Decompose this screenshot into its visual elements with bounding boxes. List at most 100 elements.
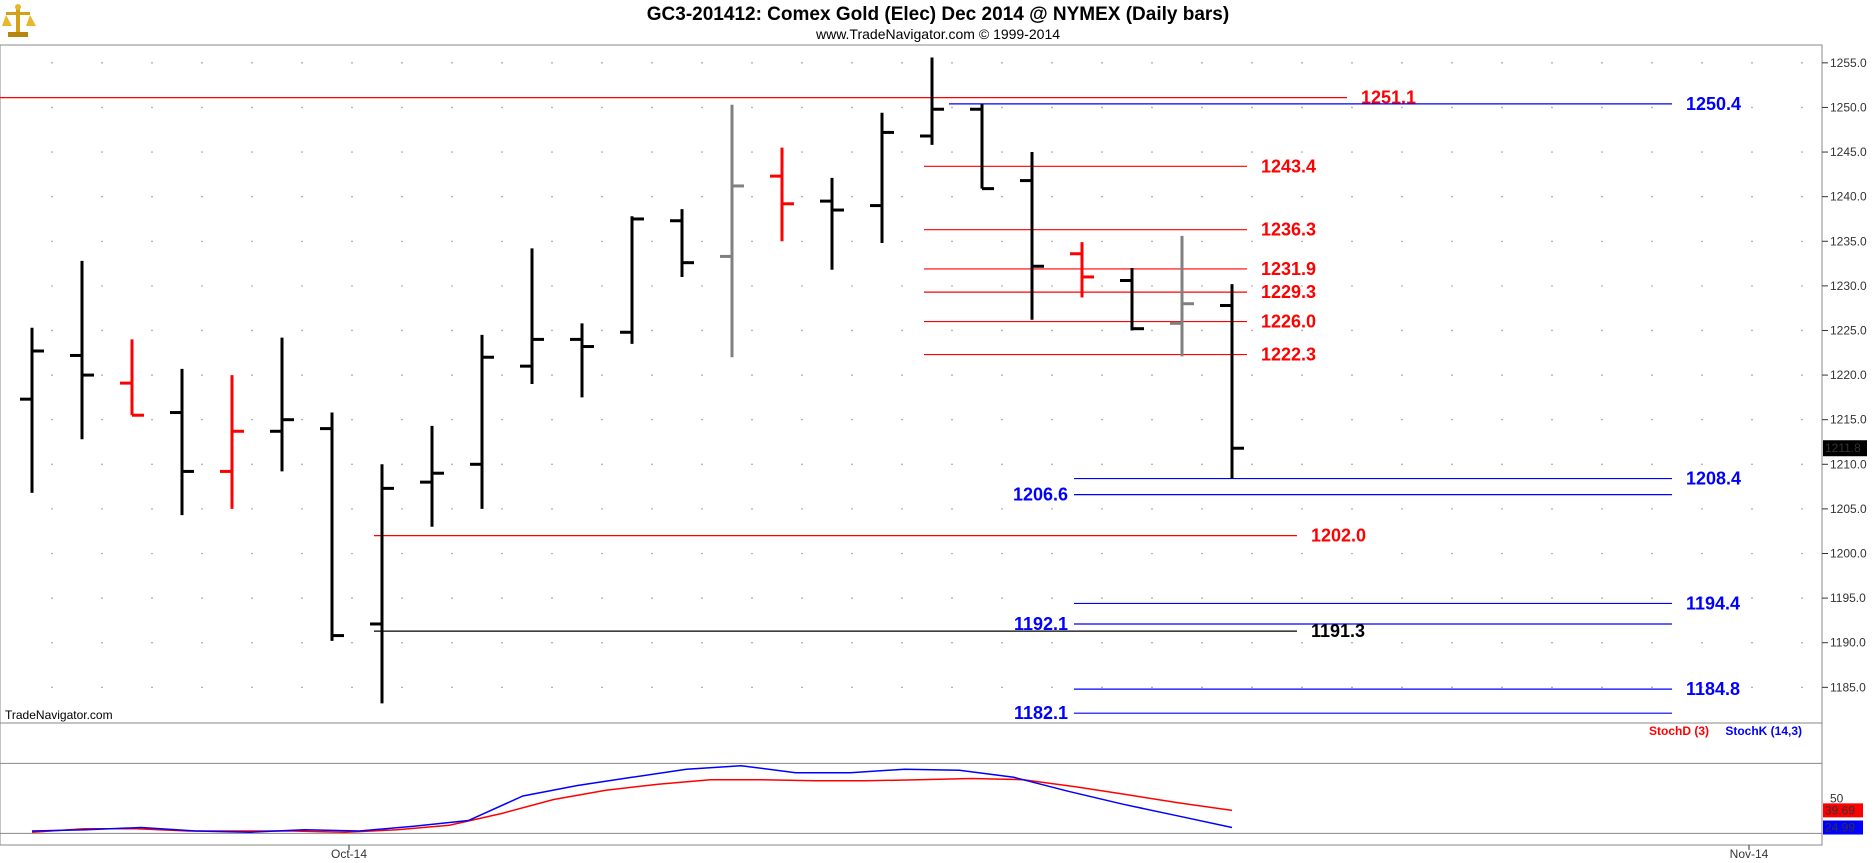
grid-dot xyxy=(901,106,903,109)
grid-dot xyxy=(1751,240,1753,243)
grid-dot xyxy=(1251,508,1253,510)
grid-dot xyxy=(1251,374,1253,376)
grid-dot xyxy=(201,195,203,198)
grid-dot xyxy=(1001,641,1003,644)
grid-dot xyxy=(751,374,753,376)
grid-dot xyxy=(1401,552,1403,555)
grid-dot xyxy=(1051,62,1053,64)
grid-dot xyxy=(1751,686,1753,689)
grid-dot xyxy=(1651,641,1653,644)
grid-dot xyxy=(1501,686,1503,689)
grid-dot xyxy=(501,195,503,198)
grid-dot xyxy=(151,285,153,287)
grid-dot xyxy=(1751,508,1753,510)
grid-dot xyxy=(1651,240,1653,243)
grid-dot xyxy=(851,597,853,599)
ohlc-bar xyxy=(120,339,144,417)
level-label: 1251.1 xyxy=(1361,88,1416,108)
grid-dot xyxy=(1001,597,1003,599)
grid-dot xyxy=(551,463,553,466)
grid-dot xyxy=(1051,463,1053,466)
grid-dot xyxy=(601,151,603,153)
grid-dot xyxy=(901,195,903,198)
grid-dot xyxy=(1751,329,1753,332)
grid-dot xyxy=(101,285,103,287)
grid-dot xyxy=(251,552,253,555)
grid-dot xyxy=(1051,552,1053,555)
grid-dot xyxy=(251,463,253,466)
grid-dot xyxy=(101,418,103,421)
grid-dot xyxy=(1151,686,1153,689)
grid-dot xyxy=(601,418,603,421)
grid-dot xyxy=(1751,285,1753,287)
grid-dot xyxy=(701,374,703,376)
grid-dot xyxy=(1101,552,1103,555)
grid-dot xyxy=(1651,463,1653,466)
grid-dot xyxy=(1351,329,1353,332)
grid-dot xyxy=(301,641,303,644)
grid-dot xyxy=(251,62,253,64)
ohlc-bar xyxy=(70,260,94,440)
grid-dot xyxy=(1201,285,1203,287)
grid-dot xyxy=(901,641,903,644)
grid-dot xyxy=(1151,597,1153,599)
grid-dot xyxy=(551,374,553,376)
grid-dot xyxy=(851,552,853,555)
grid-dot xyxy=(551,329,553,332)
grid-dot xyxy=(801,508,803,510)
stoch-last-label: 24.99 xyxy=(1825,821,1855,835)
grid-dot xyxy=(1401,597,1403,599)
grid-dot xyxy=(1201,62,1203,64)
grid-dot xyxy=(51,329,53,332)
grid-dot xyxy=(251,151,253,153)
grid-dot xyxy=(501,151,503,153)
grid-dot xyxy=(1101,641,1103,644)
grid-dot xyxy=(601,597,603,599)
grid-dot xyxy=(451,552,453,555)
grid-dot xyxy=(951,552,953,555)
grid-dot xyxy=(1251,686,1253,689)
grid-dot xyxy=(1451,106,1453,109)
grid-dot xyxy=(1701,374,1703,376)
grid-dot xyxy=(451,418,453,421)
grid-dot xyxy=(1001,285,1003,287)
grid-dot xyxy=(1251,62,1253,64)
chart-subtitle: www.TradeNavigator.com © 1999-2014 xyxy=(815,26,1060,42)
grid-dot xyxy=(851,686,853,689)
grid-dot xyxy=(351,463,353,466)
grid-dot xyxy=(851,285,853,287)
grid-dot xyxy=(1701,195,1703,198)
grid-dot xyxy=(401,686,403,689)
grid-dot xyxy=(451,329,453,332)
grid-dot xyxy=(1401,285,1403,287)
grid-dot xyxy=(51,195,53,198)
grid-dot xyxy=(1051,329,1053,332)
grid-dot xyxy=(1801,508,1803,510)
grid-dot xyxy=(251,195,253,198)
level-label: 1250.4 xyxy=(1686,94,1741,114)
grid-dot xyxy=(1551,597,1553,599)
grid-dot xyxy=(1601,374,1603,376)
grid-dot xyxy=(1301,463,1303,466)
grid-dot xyxy=(1201,597,1203,599)
ohlc-bar xyxy=(420,425,444,527)
grid-dot xyxy=(401,240,403,243)
grid-dot xyxy=(1701,240,1703,243)
ohlc-bar xyxy=(720,104,744,358)
grid-dot xyxy=(1601,106,1603,109)
grid-dot xyxy=(951,240,953,243)
price-bars xyxy=(20,57,1244,704)
grid-dot xyxy=(1701,106,1703,109)
grid-dot xyxy=(1751,641,1753,644)
grid-dot xyxy=(1551,285,1553,287)
grid-dot xyxy=(1001,106,1003,109)
level-label: 1184.8 xyxy=(1686,679,1740,699)
grid-dot xyxy=(101,240,103,243)
grid-dot xyxy=(901,597,903,599)
grid-dot xyxy=(101,552,103,555)
grid-dot xyxy=(1251,418,1253,421)
grid-dot xyxy=(1801,285,1803,287)
grid-dot xyxy=(51,151,53,153)
grid-dot xyxy=(851,463,853,466)
grid-dot xyxy=(1301,686,1303,689)
